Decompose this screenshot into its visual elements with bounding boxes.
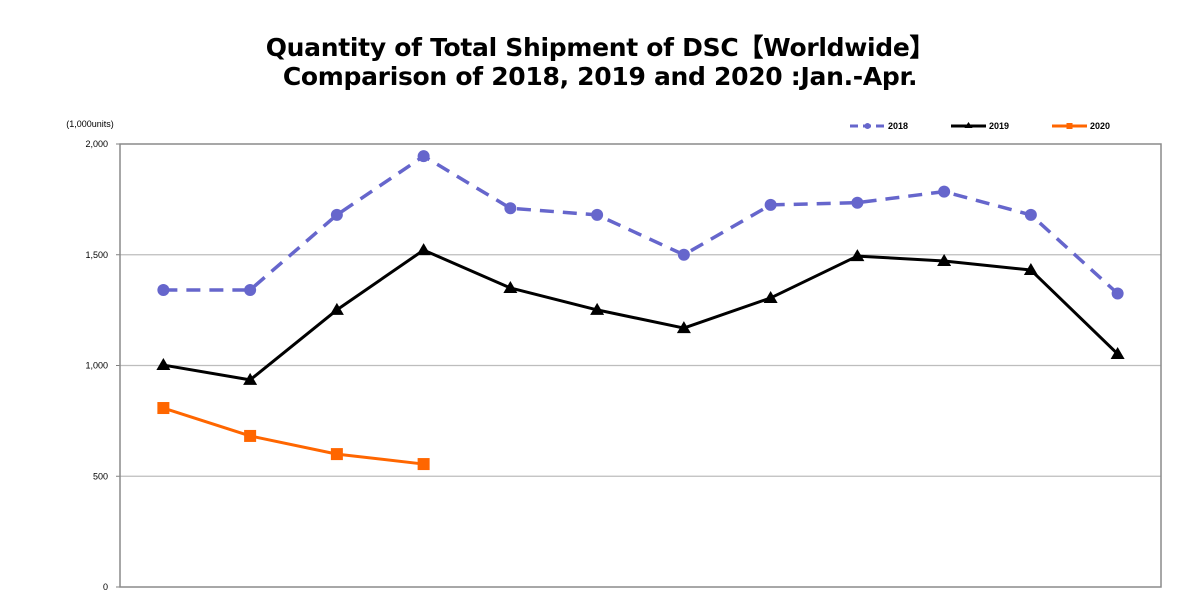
data-point-2018: [851, 196, 864, 209]
data-point-2018: [157, 283, 170, 296]
data-point-2019: [416, 243, 431, 256]
data-point-2019: [1023, 263, 1038, 276]
y-tick-labels: 0 500 1,000 1,500 2,000: [85, 139, 108, 592]
data-point-2018: [677, 248, 690, 261]
axes: [116, 143, 1162, 588]
legend-marker-2020: [1066, 123, 1073, 129]
legend-label-2018: 2018: [888, 121, 908, 131]
data-point-2018: [1111, 287, 1124, 300]
series-line-2020: [162, 406, 424, 466]
y-tick-label: 2,000: [85, 139, 108, 149]
chart-title: Quantity of Total Shipment of DSC【Worldw…: [265, 33, 935, 62]
series-group: [156, 150, 1125, 471]
legend-label-2020: 2020: [1090, 121, 1110, 131]
data-point-2018: [417, 150, 430, 163]
data-point-2019: [850, 249, 865, 262]
data-point-2019: [156, 358, 171, 371]
data-point-2019: [329, 302, 344, 315]
y-tick-label: 1,500: [85, 250, 108, 260]
data-point-2020: [330, 448, 343, 461]
y-tick-label: 1,000: [85, 361, 108, 371]
series-line-2018: [163, 154, 1119, 295]
series-line-2019: [163, 248, 1119, 382]
data-point-2019: [1110, 346, 1125, 359]
series-2018: [157, 150, 1124, 300]
data-point-2020: [244, 429, 257, 442]
data-point-2018: [1024, 208, 1037, 221]
legend-label-2019: 2019: [989, 121, 1009, 131]
legend: 2018 2019 2020: [850, 121, 1110, 131]
gridlines: [120, 254, 1161, 477]
chart-subtitle: Comparison of 2018, 2019 and 2020 :Jan.-…: [282, 62, 918, 91]
data-point-2019: [937, 253, 952, 266]
data-point-2019: [243, 372, 258, 385]
data-point-2019: [503, 280, 518, 293]
y-axis-unit-label: (1,000units): [66, 119, 114, 129]
y-tick-label: 500: [93, 471, 108, 481]
data-point-2019: [676, 321, 691, 334]
data-point-2018: [330, 208, 343, 221]
data-point-2020: [417, 458, 430, 471]
data-point-2019: [763, 290, 778, 303]
legend-marker-2018: [864, 123, 871, 129]
data-point-2020: [157, 402, 170, 415]
y-tick-label: 0: [103, 582, 108, 592]
data-point-2018: [764, 198, 777, 211]
legend-marker-2019: [964, 122, 973, 128]
data-point-2019: [590, 302, 605, 315]
plot-area-border: [119, 143, 1162, 588]
series-2020: [157, 402, 430, 471]
series-2019: [156, 243, 1125, 385]
data-point-2018: [244, 283, 257, 296]
data-point-2018: [591, 208, 604, 221]
data-point-2018: [938, 185, 951, 198]
data-point-2018: [504, 202, 517, 215]
